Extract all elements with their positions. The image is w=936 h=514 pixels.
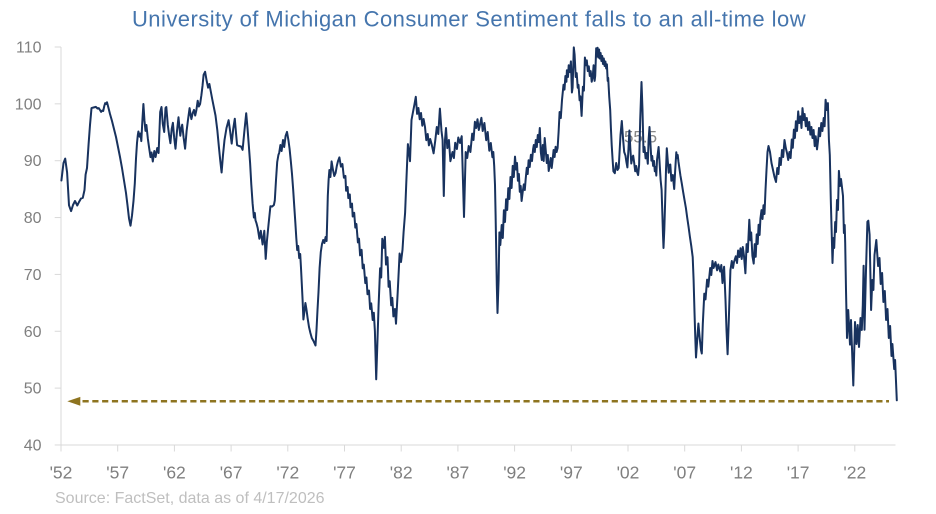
svg-text:'17: '17 [787, 463, 810, 483]
svg-text:'12: '12 [730, 463, 753, 483]
svg-text:40: 40 [24, 437, 42, 454]
svg-text:'92: '92 [503, 463, 526, 483]
svg-text:60: 60 [24, 324, 42, 341]
svg-text:'67: '67 [220, 463, 243, 483]
svg-text:'97: '97 [560, 463, 583, 483]
svg-text:'07: '07 [673, 463, 696, 483]
svg-text:'62: '62 [163, 463, 186, 483]
svg-text:'22: '22 [843, 463, 866, 483]
svg-text:'77: '77 [333, 463, 356, 483]
svg-text:50: 50 [24, 381, 42, 398]
svg-text:'52: '52 [50, 463, 73, 483]
svg-text:'02: '02 [617, 463, 640, 483]
svg-text:'57: '57 [106, 463, 129, 483]
svg-text:90: 90 [24, 153, 42, 170]
svg-text:University of Michigan Consume: University of Michigan Consumer Sentimen… [132, 7, 806, 32]
svg-text:'87: '87 [446, 463, 469, 483]
svg-text:80: 80 [24, 210, 42, 227]
svg-text:'82: '82 [390, 463, 413, 483]
svg-text:Source: FactSet, data as of 4/: Source: FactSet, data as of 4/17/2026 [55, 490, 325, 507]
svg-text:110: 110 [16, 40, 42, 57]
svg-text:100: 100 [15, 96, 42, 113]
svg-text:'72: '72 [276, 463, 299, 483]
svg-text:70: 70 [24, 267, 42, 284]
